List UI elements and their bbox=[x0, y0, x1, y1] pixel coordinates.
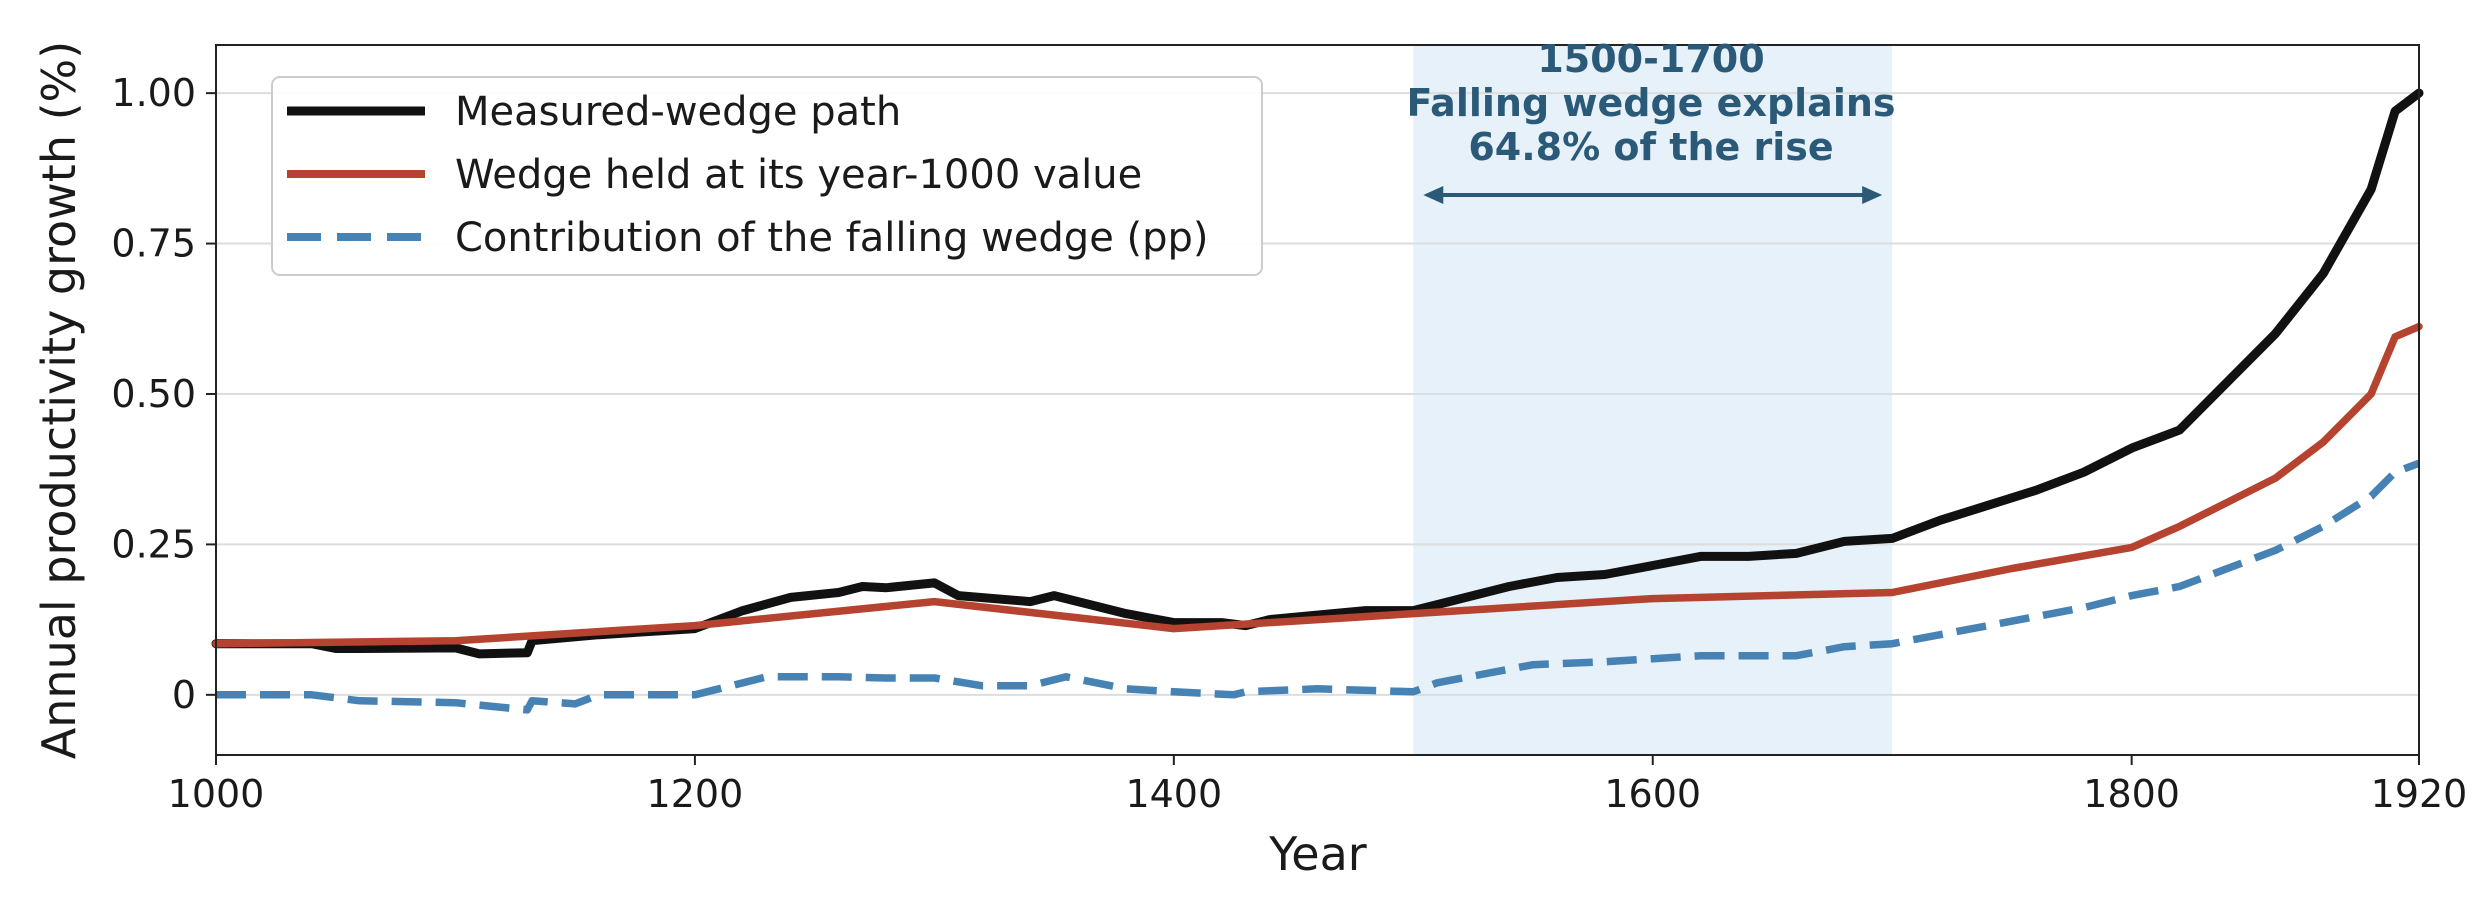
annotation-line-3: 64.8% of the rise bbox=[1468, 125, 1833, 169]
x-tick-label: 1920 bbox=[2371, 772, 2468, 816]
series-line-2 bbox=[212, 322, 2423, 648]
y-tick-label: 0.50 bbox=[111, 372, 196, 416]
x-tick-label: 1400 bbox=[1125, 772, 1222, 816]
series-layer bbox=[211, 88, 2424, 714]
annotation-line-1: 1500-1700 bbox=[1537, 37, 1764, 81]
band-annotation: 1500-1700 Falling wedge explains 64.8% o… bbox=[1406, 37, 1896, 204]
highlight-band-layer bbox=[1413, 45, 1893, 755]
legend: Measured-wedge path Wedge held at its ye… bbox=[271, 76, 1263, 276]
y-axis-label: Annual productivity growth (%) bbox=[32, 41, 86, 759]
x-tick-label: 1600 bbox=[1604, 772, 1701, 816]
annotation-arrowhead-left bbox=[1423, 186, 1444, 204]
annotation-arrowhead-right bbox=[1862, 186, 1883, 204]
y-tick-label: 0.75 bbox=[111, 222, 196, 266]
annotation-line-2: Falling wedge explains bbox=[1406, 81, 1895, 125]
series-line-3 bbox=[216, 459, 2421, 714]
legend-box bbox=[271, 76, 1263, 276]
legend-label-held: Wedge held at its year-1000 value bbox=[455, 152, 1142, 198]
y-axis: 0 0.25 0.50 0.75 1.00 bbox=[111, 71, 216, 717]
x-tick-label: 1200 bbox=[647, 772, 744, 816]
x-axis: 1000 1200 1400 1600 1800 1920 bbox=[168, 755, 2468, 816]
y-tick-label: 0.25 bbox=[111, 522, 196, 566]
x-axis-label: Year bbox=[1268, 827, 1366, 881]
legend-label-measured: Measured-wedge path bbox=[455, 89, 901, 135]
x-tick-label: 1800 bbox=[2083, 772, 2180, 816]
highlight-band bbox=[1413, 45, 1893, 755]
plot-frame bbox=[215, 44, 2420, 756]
y-tick-label: 0 bbox=[172, 673, 196, 717]
x-tick-label: 1000 bbox=[168, 772, 265, 816]
legend-label-contribution: Contribution of the falling wedge (pp) bbox=[455, 215, 1209, 261]
y-tick-label: 1.00 bbox=[111, 71, 196, 115]
